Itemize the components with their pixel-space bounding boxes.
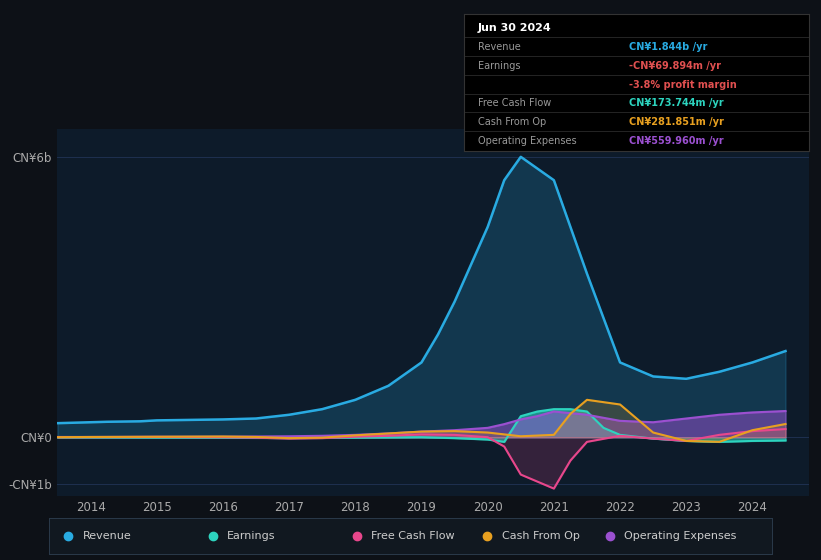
- Text: Free Cash Flow: Free Cash Flow: [371, 531, 455, 541]
- Text: -3.8% profit margin: -3.8% profit margin: [630, 80, 737, 90]
- Text: Jun 30 2024: Jun 30 2024: [478, 23, 552, 33]
- Text: Operating Expenses: Operating Expenses: [624, 531, 736, 541]
- Text: CN¥173.744m /yr: CN¥173.744m /yr: [630, 99, 724, 109]
- Text: CN¥281.851m /yr: CN¥281.851m /yr: [630, 117, 724, 127]
- Text: Free Cash Flow: Free Cash Flow: [478, 99, 551, 109]
- Text: -CN¥69.894m /yr: -CN¥69.894m /yr: [630, 61, 722, 71]
- Text: CN¥559.960m /yr: CN¥559.960m /yr: [630, 136, 724, 146]
- Text: Revenue: Revenue: [478, 42, 521, 52]
- Text: Revenue: Revenue: [82, 531, 131, 541]
- Text: Operating Expenses: Operating Expenses: [478, 136, 576, 146]
- Text: Earnings: Earnings: [478, 61, 521, 71]
- Text: Cash From Op: Cash From Op: [502, 531, 580, 541]
- Text: Earnings: Earnings: [227, 531, 276, 541]
- Text: CN¥1.844b /yr: CN¥1.844b /yr: [630, 42, 708, 52]
- Text: Cash From Op: Cash From Op: [478, 117, 546, 127]
